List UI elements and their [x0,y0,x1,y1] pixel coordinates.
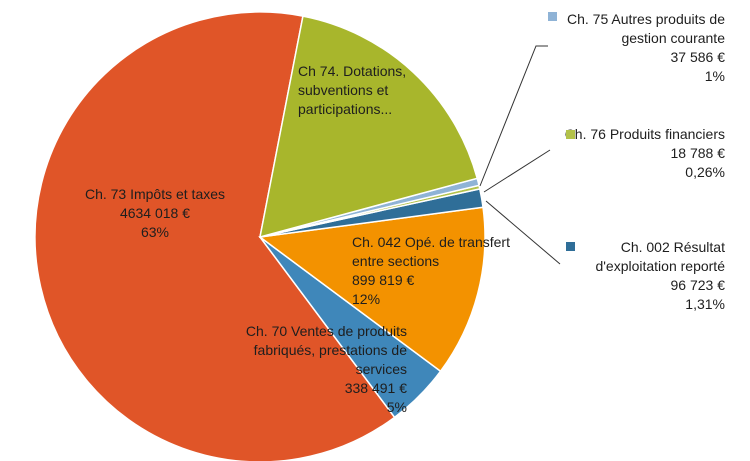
slice-label: Ch. 002 Résultat d'exploitation reporté 9… [555,238,725,314]
slice-label: Ch. 76 Produits financiers 18 788 € 0,26% [555,125,725,182]
label-name: Ch. 042 Opé. de transfert entre sections [352,234,510,269]
leader-line [479,45,548,187]
slice-label: Ch. 75 Autres produits de gestion couran… [555,10,725,86]
label-percent-label: 1,31% [685,296,725,312]
slice-label: Ch 74. Dotations, subventions et partici… [298,62,416,119]
label-name: Ch. 70 Ventes de produits fabriqués, pre… [245,323,407,377]
pie-slice [259,15,479,239]
label-name: Ch. 002 Résultat d'exploitation reporté [595,239,725,274]
leader-line [483,149,551,193]
pie-slice [258,206,486,373]
leader-line [485,200,561,265]
label-value-label: 338 491 € [344,380,407,396]
pie-slice [34,11,396,461]
slice-label: Ch. 042 Opé. de transfert entre sections… [352,233,540,309]
label-name: Ch. 73 Impôts et taxes [84,186,226,202]
label-name: Ch 74. Dotations, subventions et partici… [298,63,407,117]
label-percent-label: 12% [352,291,381,307]
legend-swatch [548,12,557,21]
label-percent-label: 63% [140,224,170,240]
legend-swatch [566,130,575,139]
label-value-label: 899 819 € [352,272,415,288]
label-value-label: 96 723 € [670,277,726,293]
label-percent-label: 1% [704,68,725,84]
label-name: Ch. 76 Produits financiers [564,126,725,142]
slice-label: Ch. 70 Ventes de produits fabriqués, pre… [207,322,407,417]
legend-swatch [566,242,575,251]
slice-label: Ch. 73 Impôts et taxes 4634 018 € 63% [80,185,230,242]
label-value-label: 4634 018 € [119,205,191,221]
label-name: Ch. 75 Autres produits de gestion couran… [567,11,725,46]
label-percent-label: 5% [386,399,407,415]
label-value-label: 18 788 € [670,145,726,161]
label-percent-label: 0,26% [685,164,725,180]
label-value-label: 37 586 € [670,49,726,65]
